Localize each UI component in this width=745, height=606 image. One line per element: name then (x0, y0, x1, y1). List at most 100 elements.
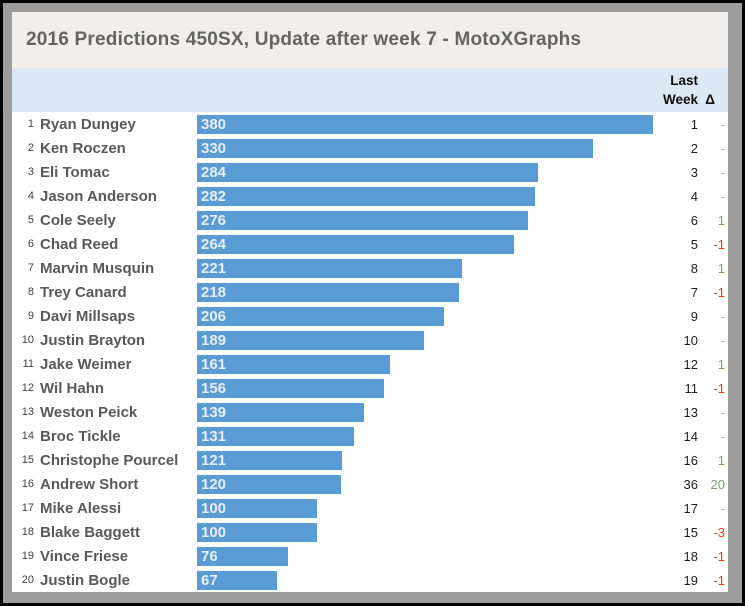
points-value: 189 (201, 331, 227, 349)
last-week-value: 7 (690, 284, 698, 300)
delta-value: -1 (713, 236, 725, 252)
points-bar: 189 (197, 330, 424, 350)
points-value: 67 (201, 571, 218, 589)
last-week-value: 11 (684, 380, 699, 396)
rider-name: Mike Alessi (40, 499, 122, 517)
last-week-header-line1: Last (670, 73, 698, 88)
points-bar: 161 (197, 354, 391, 374)
delta-value: - (720, 428, 725, 444)
points-bar: 131 (197, 426, 355, 446)
last-week-value: 3 (690, 164, 698, 180)
points-bar: 100 (197, 498, 317, 518)
points-bar: 100 (197, 522, 317, 542)
points-bar: 156 (197, 378, 385, 398)
rider-name: Jason Anderson (40, 187, 157, 205)
page-title: 2016 Predictions 450SX, Update after wee… (26, 29, 582, 50)
points-bar: 380 (197, 114, 653, 134)
rider-name: Chad Reed (40, 235, 119, 253)
last-week-value: 1 (690, 116, 698, 132)
delta-value: -1 (713, 380, 725, 396)
delta-value: 1 (717, 356, 725, 372)
rank-label: 6 (27, 238, 34, 250)
rank-label: 16 (21, 478, 34, 490)
points-value: 284 (201, 163, 227, 181)
points-value: 264 (201, 235, 227, 253)
last-week-value: 6 (690, 212, 698, 228)
points-value: 120 (201, 475, 227, 493)
points-bar: 120 (197, 474, 341, 494)
table-row: 5 Cole Seely 276 6 1 (12, 208, 728, 232)
delta-value: -1 (713, 548, 725, 564)
last-week-value: 36 (683, 476, 698, 492)
table-row: 9 Davi Millsaps 206 9 - (12, 304, 728, 328)
last-week-value: 8 (690, 260, 698, 276)
title-bar: 2016 Predictions 450SX, Update after wee… (12, 12, 728, 68)
points-value: 131 (201, 427, 227, 445)
table-row: 8 Trey Canard 218 7 -1 (12, 280, 728, 304)
points-value: 139 (201, 403, 227, 421)
delta-value: -1 (713, 572, 725, 588)
chart-content: 2016 Predictions 450SX, Update after wee… (12, 12, 728, 592)
delta-value: 1 (717, 452, 725, 468)
rider-name: Justin Brayton (40, 331, 146, 349)
bar-area: 120 (197, 472, 653, 496)
rank-label: 7 (27, 262, 34, 274)
rank-label: 10 (21, 334, 34, 346)
rank-label: 8 (27, 286, 34, 298)
last-week-value: 5 (690, 236, 698, 252)
delta-value: 1 (717, 260, 725, 276)
rank-label: 17 (21, 502, 34, 514)
table-row: 17 Mike Alessi 100 17 - (12, 496, 728, 520)
rank-label: 15 (21, 454, 34, 466)
rider-name: Christophe Pourcel (40, 451, 179, 469)
points-value: 76 (201, 547, 218, 565)
rank-label: 19 (21, 550, 34, 562)
bar-area: 121 (197, 448, 653, 472)
rider-name: Wil Hahn (40, 379, 105, 397)
delta-value: - (720, 140, 725, 156)
points-bar: 282 (197, 186, 536, 206)
points-bar: 330 (197, 138, 593, 158)
rider-name: Davi Millsaps (40, 307, 136, 325)
rank-label: 13 (21, 406, 34, 418)
points-value: 380 (201, 115, 227, 133)
rider-name: Blake Baggett (40, 523, 141, 541)
bar-area: 189 (197, 328, 653, 352)
bar-area: 380 (197, 112, 653, 136)
delta-value: - (720, 188, 725, 204)
rider-name: Marvin Musquin (40, 259, 155, 277)
points-bar: 221 (197, 258, 463, 278)
table-row: 12 Wil Hahn 156 11 -1 (12, 376, 728, 400)
delta-value: -3 (713, 524, 725, 540)
table-row: 1 Ryan Dungey 380 1 - (12, 112, 728, 136)
last-week-value: 2 (690, 140, 698, 156)
delta-value: 20 (710, 476, 725, 492)
bar-area: 139 (197, 400, 653, 424)
points-bar: 264 (197, 234, 514, 254)
last-week-value: 16 (683, 452, 698, 468)
delta-value: - (720, 164, 725, 180)
last-week-column-header: Last Week (653, 71, 698, 109)
points-bar: 139 (197, 402, 364, 422)
delta-value: - (720, 500, 725, 516)
table-row: 4 Jason Anderson 282 4 - (12, 184, 728, 208)
table-row: 2 Ken Roczen 330 2 - (12, 136, 728, 160)
rank-label: 5 (27, 214, 34, 226)
points-value: 206 (201, 307, 227, 325)
last-week-value: 14 (683, 428, 698, 444)
rank-label: 11 (22, 358, 34, 370)
table-row: 20 Justin Bogle 67 19 -1 (12, 568, 728, 592)
rank-label: 18 (21, 526, 34, 538)
last-week-value: 15 (683, 524, 698, 540)
rank-label: 1 (27, 118, 34, 130)
rank-label: 2 (27, 142, 34, 154)
delta-value: - (720, 332, 725, 348)
table-row: 7 Marvin Musquin 221 8 1 (12, 256, 728, 280)
rank-label: 9 (27, 310, 34, 322)
points-bar: 284 (197, 162, 538, 182)
table-row: 6 Chad Reed 264 5 -1 (12, 232, 728, 256)
bar-area: 282 (197, 184, 653, 208)
last-week-value: 19 (683, 572, 698, 588)
points-value: 161 (201, 355, 227, 373)
last-week-value: 17 (683, 500, 698, 516)
